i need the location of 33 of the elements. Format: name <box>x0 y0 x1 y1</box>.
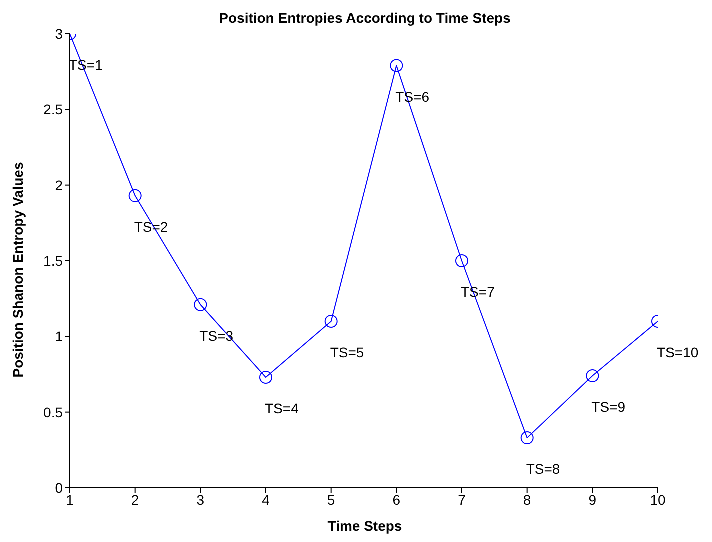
annotation: TS=5 <box>330 344 364 361</box>
annotation: TS=9 <box>592 399 626 416</box>
x-tick-label: 8 <box>523 492 532 508</box>
y-tick-label: 2 <box>55 177 64 194</box>
point <box>586 370 600 383</box>
point <box>456 254 468 268</box>
annotation: TS=10 <box>657 344 699 361</box>
annotation: TS=8 <box>526 461 560 478</box>
point <box>390 59 404 72</box>
point <box>324 315 338 328</box>
y-tick-label: 0.5 <box>44 404 64 420</box>
x-tick-label: 7 <box>458 492 466 508</box>
x-axis-title: Time Steps <box>326 518 404 534</box>
y-tick-label: 0 <box>55 480 64 496</box>
y-tick-label: 1.5 <box>44 252 64 269</box>
point <box>260 371 272 384</box>
point <box>128 189 142 202</box>
y-tick-label: 3 <box>55 26 64 42</box>
chart-title: Position Entropies According to Time Steps <box>218 10 512 26</box>
x-tick-label: 5 <box>327 492 336 508</box>
point <box>194 298 208 312</box>
x-tick-label: 6 <box>392 492 401 508</box>
x-tick-label: 2 <box>131 492 140 508</box>
x-tick-label: 1 <box>66 492 74 508</box>
annotation: TS=4 <box>265 400 300 417</box>
x-tick-label: 10 <box>650 492 666 508</box>
y-axis-title: Position Shanon Entropy Values <box>10 162 26 378</box>
y-tick-label: 2.5 <box>44 102 64 118</box>
x-tick-label: 3 <box>196 492 205 508</box>
x-tick-label: 4 <box>262 492 270 508</box>
point <box>520 432 534 445</box>
y-tick-label: 1 <box>55 328 64 345</box>
x-tick-label: 9 <box>588 492 597 508</box>
